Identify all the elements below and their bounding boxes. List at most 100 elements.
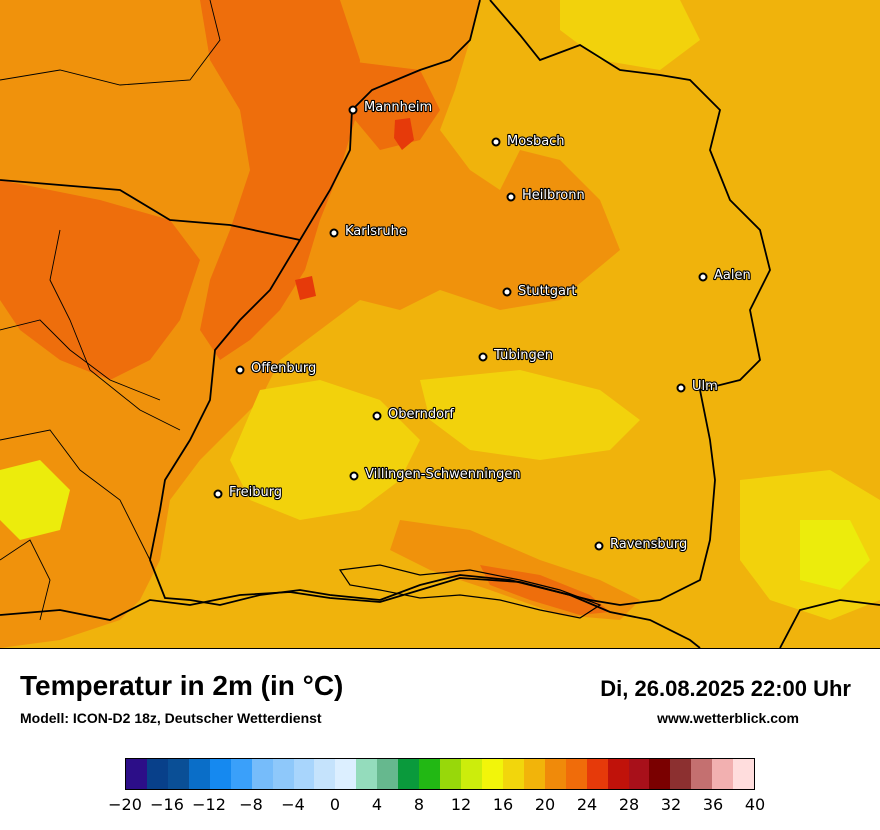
city-marker-icon xyxy=(329,228,339,238)
forecast-datetime: Di, 26.08.2025 22:00 Uhr xyxy=(600,676,851,701)
hot-zone-lake xyxy=(480,565,610,615)
colorbar-swatch xyxy=(293,759,315,789)
colorbar-swatch xyxy=(167,759,189,789)
city-label: Freiburg xyxy=(229,485,282,500)
country-border-south xyxy=(0,577,701,648)
city-tuebingen: Tübingen xyxy=(478,347,554,364)
hot-zone-north xyxy=(340,60,440,150)
colorbar-swatch xyxy=(251,759,273,789)
city-label: Ulm xyxy=(692,379,718,394)
country-border-east xyxy=(779,599,880,648)
city-marker-icon xyxy=(594,541,604,551)
colorbar-swatch xyxy=(565,759,587,789)
city-heilbronn: Heilbronn xyxy=(506,187,586,204)
colorbar-swatch xyxy=(649,759,671,789)
district-border-2 xyxy=(0,319,161,401)
city-label: Ravensburg xyxy=(610,537,687,552)
colorbar-swatch xyxy=(398,759,420,789)
city-aalen: Aalen xyxy=(698,267,752,284)
colorbar-swatch xyxy=(377,759,399,789)
city-marker-icon xyxy=(478,352,488,362)
colorbar-swatch xyxy=(628,759,650,789)
colorbar-swatch xyxy=(544,759,566,789)
colorbar-swatch xyxy=(209,759,231,789)
colorbar-swatch xyxy=(502,759,524,789)
city-karlsruhe: Karlsruhe xyxy=(329,223,408,240)
colorbar-swatch xyxy=(126,759,147,789)
city-offenburg: Offenburg xyxy=(235,360,317,377)
colorbar-tick-label: 28 xyxy=(618,795,640,814)
cool-zone-blackforest xyxy=(230,380,420,520)
colorbar-swatch xyxy=(712,759,734,789)
city-freiburg: Freiburg xyxy=(213,484,283,501)
colorbar-tick-label: 36 xyxy=(702,795,724,814)
warm-zone-west xyxy=(0,0,620,648)
model-subtitle: Modell: ICON-D2 18z, Deutscher Wetterdie… xyxy=(20,710,322,726)
city-marker-icon xyxy=(213,489,223,499)
district-border-1 xyxy=(0,0,221,86)
colorbar-swatch xyxy=(356,759,378,789)
colorbar-tick-label: −4 xyxy=(281,795,305,814)
city-mannheim: Mannheim xyxy=(348,99,433,116)
colorbar-swatch xyxy=(607,759,629,789)
map-canvas: Mannheim Mosbach Heilbronn Karlsruhe Aal… xyxy=(0,0,880,648)
lake-outline xyxy=(338,564,602,619)
colorbar-swatch xyxy=(314,759,336,789)
city-villingen-schwenningen: Villingen-Schwenningen xyxy=(349,466,522,483)
city-stuttgart: Stuttgart xyxy=(502,283,578,300)
colorbar-tick-label: 32 xyxy=(660,795,682,814)
city-marker-icon xyxy=(676,383,686,393)
cool-zone-alb xyxy=(420,370,640,460)
city-marker-icon xyxy=(348,105,358,115)
map-title: Temperatur in 2m (in °C) xyxy=(20,670,344,701)
temperature-colorbar xyxy=(125,758,755,790)
cooler-zone-east xyxy=(800,520,870,590)
colorbar-swatch xyxy=(523,759,545,789)
city-label: Aalen xyxy=(714,268,751,283)
colorbar-swatch xyxy=(272,759,294,789)
city-label: Stuttgart xyxy=(518,284,576,299)
city-marker-icon xyxy=(349,471,359,481)
colorbar-tick-label: −8 xyxy=(239,795,263,814)
colorbar-swatch xyxy=(461,759,482,789)
city-mosbach: Mosbach xyxy=(491,133,566,150)
colorbar-tick-label: 20 xyxy=(534,795,556,814)
colorbar-tick-label: −16 xyxy=(150,795,184,814)
city-marker-icon xyxy=(506,192,516,202)
colorbar-tick-label: 40 xyxy=(744,795,766,814)
temperature-map: Mannheim Mosbach Heilbronn Karlsruhe Aal… xyxy=(0,0,880,649)
colorbar-tick-label: 16 xyxy=(492,795,514,814)
city-marker-icon xyxy=(491,137,501,147)
city-label: Offenburg xyxy=(251,361,316,376)
district-border-4 xyxy=(49,229,181,431)
colorbar-tick-label: 24 xyxy=(576,795,598,814)
city-marker-icon xyxy=(372,411,382,421)
district-border-3 xyxy=(0,429,151,561)
colorbar-swatch xyxy=(419,759,441,789)
colorbar-tick-labels: −20 −16 −12 −8 −4 0 4 8 12 16 20 24 28 32 36 40 xyxy=(108,795,765,817)
city-label: Karlsruhe xyxy=(345,224,407,239)
borders xyxy=(0,0,880,648)
colorbar-tick-label: −20 xyxy=(108,795,142,814)
colorbar-swatch xyxy=(733,759,755,789)
colorbar-tick-label: 4 xyxy=(371,795,383,814)
website-link[interactable]: www.wetterblick.com xyxy=(657,710,799,726)
city-label: Mosbach xyxy=(507,134,565,149)
colorbar-swatch xyxy=(481,759,503,789)
city-label: Heilbronn xyxy=(522,188,585,203)
colorbar-tick-label: 12 xyxy=(450,795,472,814)
colorbar-swatch xyxy=(691,759,713,789)
city-markers: Mannheim Mosbach Heilbronn Karlsruhe Aal… xyxy=(213,99,752,553)
city-oberndorf: Oberndorf xyxy=(372,406,455,423)
city-marker-icon xyxy=(235,365,245,375)
colorbar-tick-label: 0 xyxy=(329,795,341,814)
cool-zone-north xyxy=(560,0,700,70)
colorbar-tick-label: 8 xyxy=(413,795,425,814)
city-ulm: Ulm xyxy=(676,378,719,395)
hottest-spot-mannheim xyxy=(394,118,414,150)
hot-zone-rhine xyxy=(200,0,360,360)
colorbar-swatch xyxy=(188,759,210,789)
city-label: Oberndorf xyxy=(388,407,454,422)
colorbar-swatch xyxy=(146,759,168,789)
city-label: Villingen-Schwenningen xyxy=(365,467,521,482)
